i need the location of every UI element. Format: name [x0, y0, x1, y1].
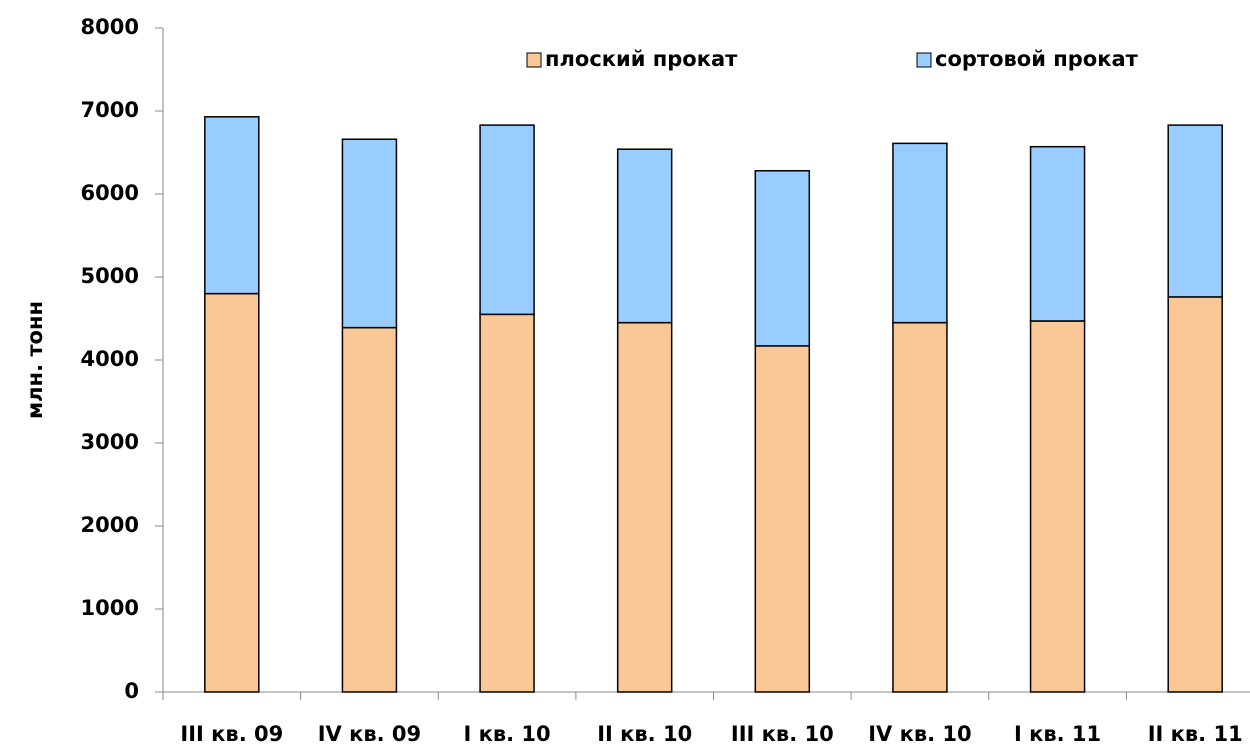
bar-segment	[892, 142, 948, 324]
y-tick-label: 3000	[81, 430, 139, 454]
bar-segment	[616, 148, 673, 324]
bar-segment	[479, 124, 535, 316]
y-tick-label: 5000	[81, 264, 139, 288]
y-tick-label: 2000	[81, 513, 139, 537]
bar-segment	[754, 345, 811, 693]
bar-segment	[1167, 296, 1223, 693]
x-tick-label: IV кв. 09	[318, 722, 421, 746]
bar-segment	[1029, 320, 1086, 693]
bar-segment	[1029, 145, 1086, 322]
bar-segment	[892, 321, 948, 693]
bar-segment	[1167, 124, 1223, 298]
legend-label: сортовой прокат	[935, 47, 1139, 71]
y-tick-label: 0	[124, 679, 139, 703]
x-tick-label: II кв. 11	[1148, 722, 1243, 746]
x-tick-label: I кв. 10	[463, 722, 550, 746]
bar-segment	[341, 138, 398, 329]
y-tick-label: 7000	[81, 98, 139, 122]
bar-segment	[754, 170, 811, 347]
bar-segment	[204, 292, 260, 693]
y-axis-title: млн. тонн	[23, 301, 47, 419]
bar-segment	[341, 326, 398, 693]
legend-label: плоский прокат	[545, 47, 738, 71]
y-tick-label: 8000	[81, 15, 139, 39]
legend-swatch	[916, 52, 932, 68]
y-tick-label: 6000	[81, 181, 139, 205]
x-tick-label: II кв. 10	[597, 722, 692, 746]
bar-segment	[204, 116, 260, 295]
x-tick-label: III кв. 10	[731, 722, 834, 746]
y-tick-label: 1000	[81, 596, 139, 620]
y-tick-label: 4000	[81, 347, 139, 371]
x-tick-label: I кв. 11	[1014, 722, 1101, 746]
x-tick-label: III кв. 09	[180, 722, 283, 746]
bar-segment	[479, 313, 535, 693]
bar-segment	[616, 321, 673, 693]
legend-swatch	[526, 52, 542, 68]
x-tick-label: IV кв. 10	[868, 722, 971, 746]
